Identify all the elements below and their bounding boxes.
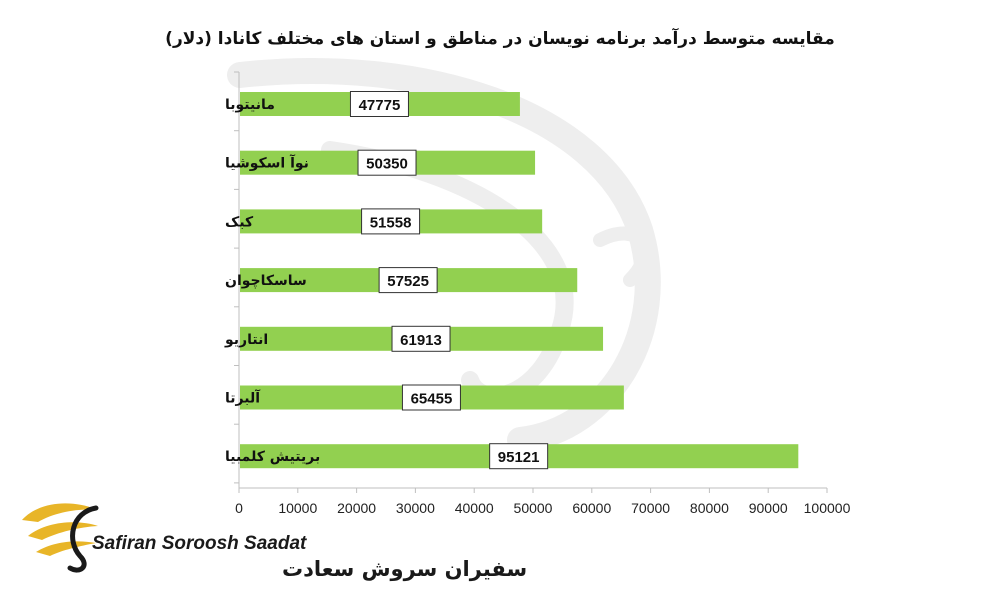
x-tick-label: 30000 bbox=[396, 500, 435, 516]
data-label-box bbox=[401, 384, 461, 411]
x-tick-label: 80000 bbox=[690, 500, 729, 516]
data-label-text: 51558 bbox=[370, 214, 412, 231]
chart-title: مقایسه متوسط درآمد برنامه نویسان در مناط… bbox=[165, 27, 835, 49]
category-label: کبک bbox=[225, 214, 254, 230]
data-label: 57525 bbox=[378, 267, 438, 294]
data-label-text: 65455 bbox=[411, 391, 453, 408]
data-label-box bbox=[357, 149, 417, 176]
data-label: 51558 bbox=[361, 208, 421, 235]
x-tick-label: 20000 bbox=[337, 500, 376, 516]
logo-latin-name: Safiran Soroosh Saadat bbox=[92, 533, 307, 554]
data-label-box bbox=[391, 325, 451, 352]
logo: Safiran Soroosh Saadat سفیران سروش سعادت bbox=[22, 503, 527, 581]
data-label: 95121 bbox=[489, 443, 549, 470]
x-tick-label: 100000 bbox=[804, 500, 851, 516]
x-tick-label: 90000 bbox=[749, 500, 788, 516]
category-label: نوآ اسکوشیا bbox=[225, 154, 309, 172]
data-label: 50350 bbox=[357, 149, 417, 176]
category-label: انتاریو bbox=[224, 332, 268, 348]
x-tick-label: 0 bbox=[235, 500, 243, 516]
data-label: 47775 bbox=[349, 91, 409, 117]
data-labels: 47775 50350 51558 57525 61913 65455 95121 bbox=[349, 91, 549, 470]
logo-persian-name: سفیران سروش سعادت bbox=[282, 557, 527, 581]
x-axis: 0 10000 20000 30000 40000 50000 60000 70000 8000… bbox=[234, 71, 851, 516]
data-label-text: 61913 bbox=[400, 332, 442, 349]
category-labels: مانیتوبا نوآ اسکوشیا کبک ساسکاچوان انتاریو آل… bbox=[224, 97, 320, 465]
category-label: بریتیش کلمبیا bbox=[225, 449, 320, 465]
category-label: آلبرتا bbox=[225, 389, 261, 407]
data-label-text: 95121 bbox=[498, 449, 540, 466]
category-label: ساسکاچوان bbox=[225, 273, 307, 289]
golden-wing-swan-icon bbox=[22, 503, 99, 573]
data-label-box bbox=[489, 443, 549, 470]
x-tick-label: 60000 bbox=[572, 500, 611, 516]
data-label-box bbox=[378, 267, 438, 294]
data-label: 65455 bbox=[401, 384, 461, 411]
x-tick-label: 70000 bbox=[631, 500, 670, 516]
data-label-box bbox=[361, 208, 421, 235]
data-label-text: 47775 bbox=[359, 97, 401, 114]
data-label: 61913 bbox=[391, 325, 451, 352]
x-tick-label: 50000 bbox=[514, 500, 553, 516]
x-tick-label: 40000 bbox=[455, 500, 494, 516]
data-label-box bbox=[349, 91, 409, 117]
data-label-text: 50350 bbox=[366, 156, 408, 173]
data-label-text: 57525 bbox=[387, 273, 429, 290]
x-tick-label: 10000 bbox=[278, 500, 317, 516]
category-label: مانیتوبا bbox=[225, 97, 275, 113]
